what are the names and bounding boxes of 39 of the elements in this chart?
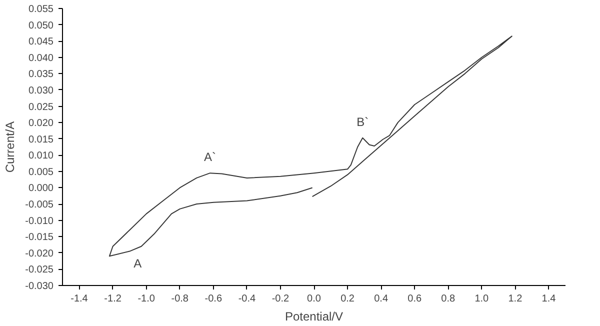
x-tick-label: 1.2 (508, 294, 523, 304)
x-tick-label: -0.4 (238, 294, 256, 304)
x-tick-label: 0.0 (307, 294, 322, 304)
line-series (108, 36, 512, 257)
x-tick-label: -1.4 (70, 294, 88, 304)
y-tick-label: 0.050 (28, 20, 54, 32)
x-tick-label: -0.6 (204, 294, 222, 304)
y-tick-label: 0.020 (28, 118, 54, 130)
y-tick-label: 0.045 (28, 36, 54, 48)
annotation: A` (204, 150, 216, 164)
annotation: B` (356, 114, 369, 129)
x-axis-title: Potential/V (284, 310, 344, 324)
y-tick-label: 0.035 (28, 69, 54, 80)
x-tick-label: -1.2 (104, 294, 122, 304)
y-tick-label: -0.010 (25, 216, 54, 227)
y-axis-title: Current/A (3, 121, 18, 173)
x-tick-label: 1.4 (542, 294, 556, 304)
x-tick-label: 0.6 (408, 294, 422, 304)
y-tick-label: 0.010 (28, 150, 54, 162)
y-tick-label: 0.025 (28, 102, 54, 113)
x-tick-label: 0.4 (374, 294, 388, 304)
y-tick-label: 0.055 (28, 4, 54, 15)
y-tick-label: 0.005 (28, 166, 54, 178)
y-tick-label: 0.000 (28, 183, 54, 194)
y-tick-label: -0.005 (25, 200, 54, 211)
y-tick-label: 0.030 (28, 85, 54, 96)
x-tick-label: 1.0 (474, 294, 490, 304)
y-tick-label: -0.020 (25, 248, 54, 260)
y-tick-label: 0.040 (28, 52, 54, 64)
y-tick-label: -0.025 (25, 264, 54, 276)
annotation: A (134, 256, 142, 270)
y-tick-label: -0.015 (25, 232, 54, 244)
x-tick-label: 0.8 (441, 294, 456, 304)
y-tick-label: 0.015 (28, 134, 54, 146)
x-tick-label: -0.8 (171, 294, 189, 304)
y-tick-label: -0.030 (25, 281, 54, 292)
x-tick-label: -1.0 (138, 294, 156, 304)
x-tick-label: 0.2 (340, 294, 355, 304)
x-tick-label: -0.2 (272, 294, 290, 304)
